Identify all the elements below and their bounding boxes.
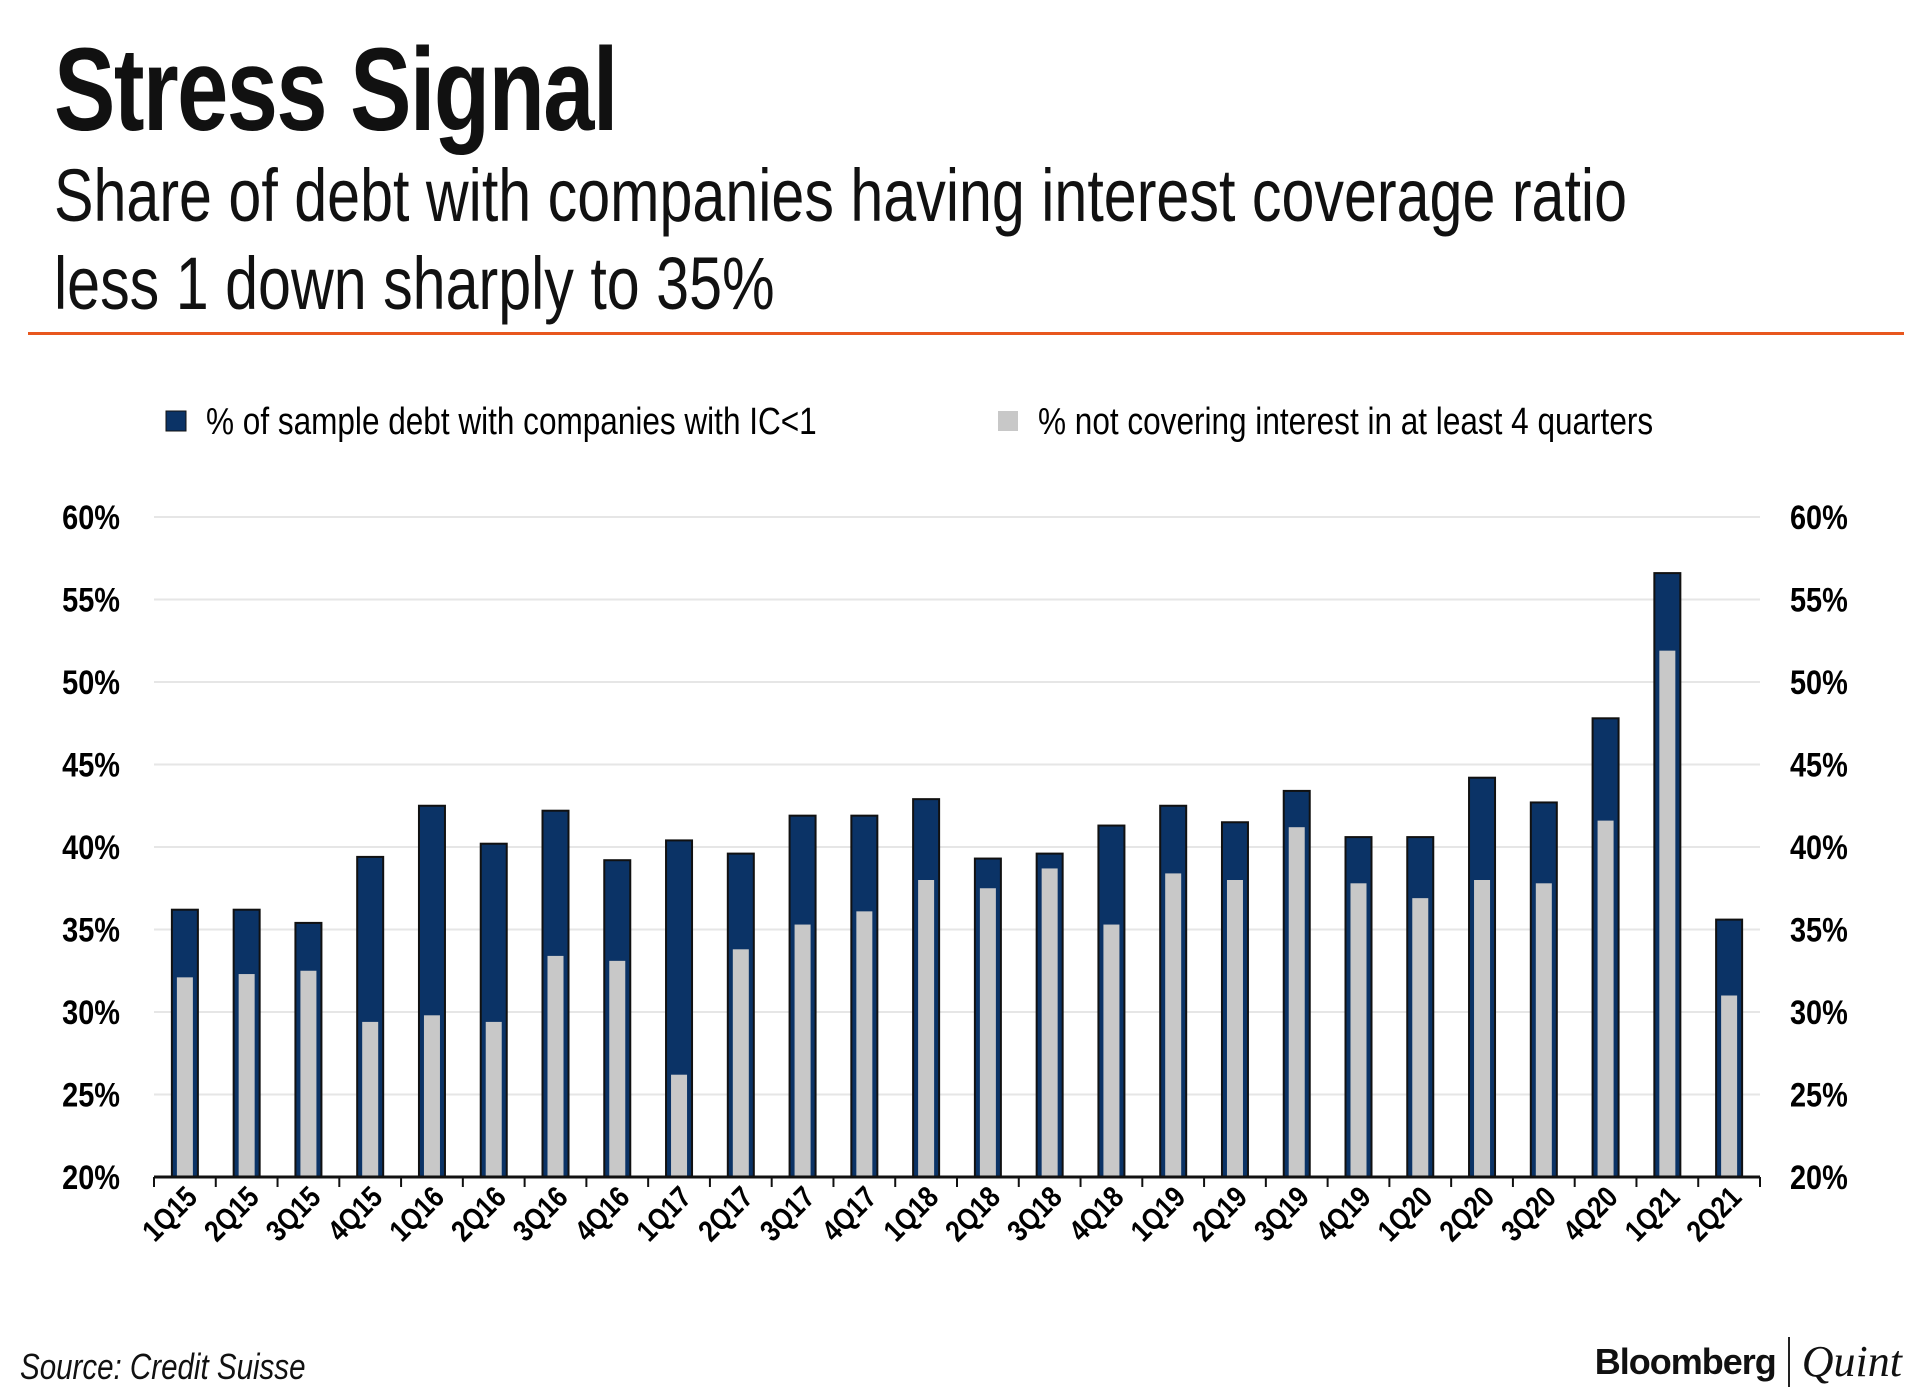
bar-not-covering-4q bbox=[671, 1074, 688, 1177]
bar-not-covering-4q bbox=[1103, 924, 1120, 1177]
x-tick-label: 3Q15 bbox=[259, 1180, 327, 1248]
bar-not-covering-4q bbox=[794, 924, 811, 1177]
x-tick-label: 3Q20 bbox=[1495, 1180, 1563, 1248]
y-tick-label-right: 20% bbox=[1790, 1158, 1848, 1197]
bar-not-covering-4q bbox=[1165, 873, 1182, 1177]
y-tick-label-right: 50% bbox=[1790, 663, 1848, 702]
x-tick-label: 4Q16 bbox=[568, 1180, 636, 1248]
bar-not-covering-4q bbox=[362, 1021, 379, 1177]
bar-not-covering-4q bbox=[485, 1021, 502, 1177]
x-tick-label: 2Q18 bbox=[939, 1180, 1007, 1248]
legend-swatch bbox=[165, 410, 187, 432]
y-tick-label-right: 40% bbox=[1790, 828, 1848, 867]
bar-not-covering-4q bbox=[1041, 868, 1058, 1177]
x-tick-label: 1Q20 bbox=[1371, 1180, 1439, 1248]
x-tick-label: 4Q15 bbox=[321, 1180, 389, 1248]
y-tick-label-left: 40% bbox=[62, 828, 120, 867]
x-tick-label: 1Q21 bbox=[1618, 1180, 1686, 1248]
x-tick-label: 4Q17 bbox=[815, 1180, 883, 1248]
y-tick-label-right: 30% bbox=[1790, 993, 1848, 1032]
chart-subtitle: Share of debt with companies having inte… bbox=[54, 154, 1627, 325]
bar-not-covering-4q bbox=[1659, 650, 1676, 1177]
x-tick-label: 1Q15 bbox=[136, 1180, 204, 1248]
x-tick-label: 2Q19 bbox=[1186, 1180, 1254, 1248]
y-tick-label-left: 20% bbox=[62, 1158, 120, 1197]
legend-swatch bbox=[998, 411, 1018, 431]
y-tick-label-right: 25% bbox=[1790, 1075, 1848, 1114]
x-tick-label: 3Q18 bbox=[1001, 1180, 1069, 1248]
y-tick-label-left: 30% bbox=[62, 993, 120, 1032]
source-note: Source: Credit Suisse bbox=[20, 1346, 306, 1387]
bar-not-covering-4q bbox=[423, 1015, 440, 1177]
x-tick-label: 4Q19 bbox=[1309, 1180, 1377, 1248]
y-tick-label-right: 35% bbox=[1790, 910, 1848, 949]
y-tick-label-left: 55% bbox=[62, 580, 120, 619]
y-tick-label-left: 35% bbox=[62, 910, 120, 949]
y-tick-label-right: 45% bbox=[1790, 745, 1848, 784]
y-tick-label-left: 25% bbox=[62, 1075, 120, 1114]
y-tick-label-right: 60% bbox=[1790, 498, 1848, 537]
y-tick-label-right: 55% bbox=[1790, 580, 1848, 619]
bar-not-covering-4q bbox=[1350, 883, 1367, 1177]
bar-not-covering-4q bbox=[1597, 820, 1614, 1177]
y-tick-label-left: 50% bbox=[62, 663, 120, 702]
bar-not-covering-4q bbox=[176, 977, 193, 1177]
x-tick-label: 2Q21 bbox=[1680, 1180, 1748, 1248]
x-tick-label: 1Q16 bbox=[383, 1180, 451, 1248]
x-tick-label: 4Q18 bbox=[1062, 1180, 1130, 1248]
x-tick-label: 1Q17 bbox=[630, 1180, 698, 1248]
x-tick-label: 3Q17 bbox=[753, 1180, 821, 1248]
x-tick-label: 2Q20 bbox=[1433, 1180, 1501, 1248]
y-tick-label-left: 45% bbox=[62, 745, 120, 784]
bar-not-covering-4q bbox=[609, 960, 626, 1177]
bar-not-covering-4q bbox=[732, 949, 749, 1177]
title-divider bbox=[28, 332, 1904, 335]
bar-not-covering-4q bbox=[238, 974, 255, 1177]
x-tick-label: 2Q17 bbox=[692, 1180, 760, 1248]
chart-title: Stress Signal bbox=[54, 24, 618, 156]
legend-label: % not covering interest in at least 4 qu… bbox=[1038, 400, 1653, 442]
x-tick-label: 3Q16 bbox=[506, 1180, 574, 1248]
bar-not-covering-4q bbox=[856, 911, 873, 1177]
bar-not-covering-4q bbox=[1412, 898, 1429, 1177]
bar-not-covering-4q bbox=[1535, 883, 1552, 1177]
brand-logo: Bloomberg Quint bbox=[1594, 1336, 1902, 1387]
x-tick-label: 1Q18 bbox=[877, 1180, 945, 1248]
bar-not-covering-4q bbox=[1226, 880, 1243, 1177]
bar-not-covering-4q bbox=[300, 970, 317, 1177]
bar-not-covering-4q bbox=[918, 880, 935, 1177]
x-tick-label: 2Q15 bbox=[198, 1180, 266, 1248]
x-tick-label: 3Q19 bbox=[1248, 1180, 1316, 1248]
bar-not-covering-4q bbox=[979, 888, 996, 1177]
bar-not-covering-4q bbox=[1721, 995, 1738, 1177]
x-tick-label: 2Q16 bbox=[445, 1180, 513, 1248]
x-tick-label: 1Q19 bbox=[1124, 1180, 1192, 1248]
bar-not-covering-4q bbox=[547, 955, 564, 1177]
bar-not-covering-4q bbox=[1288, 827, 1305, 1177]
legend-label: % of sample debt with companies with IC<… bbox=[206, 400, 817, 442]
y-tick-label-left: 60% bbox=[62, 498, 120, 537]
x-tick-label: 4Q20 bbox=[1556, 1180, 1624, 1248]
bar-not-covering-4q bbox=[1474, 880, 1491, 1177]
